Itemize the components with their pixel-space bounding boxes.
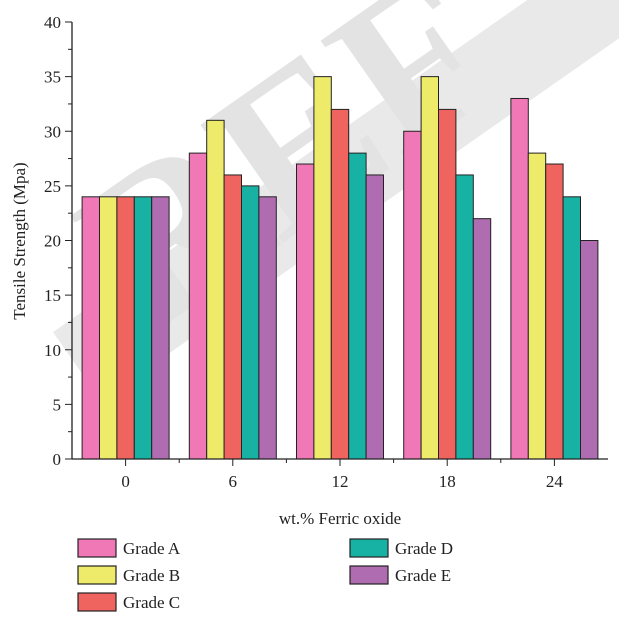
y-tick-label: 25 (44, 177, 61, 196)
x-tick-label: 12 (332, 472, 349, 491)
y-tick-label: 15 (44, 286, 61, 305)
ticks-layer: 0 5 10 15 20 25 30 35 40 0 6 12 18 24 (44, 13, 563, 491)
bar-grade-d-18 (455, 174, 474, 460)
bar-grade-d-6 (241, 185, 260, 460)
bar-grade-d-24 (562, 196, 581, 460)
bar-grade-c-12 (330, 108, 350, 460)
y-tick-label: 20 (44, 232, 61, 251)
legend: Grade A Grade B Grade C Grade D Grade E (77, 538, 453, 612)
bar-grade-e-18 (472, 218, 492, 460)
bar-grade-e-6 (258, 196, 277, 460)
legend-swatch-grade-a (77, 538, 117, 558)
bar-grade-b-6 (206, 119, 225, 460)
bar-grade-c-6 (223, 174, 243, 460)
legend-label: Grade C (123, 593, 180, 612)
x-tick-label: 18 (439, 472, 456, 491)
legend-swatch-grade-e (349, 565, 389, 585)
bar-grade-a-24 (510, 97, 529, 460)
bar-grade-c-18 (438, 108, 457, 460)
x-tick-label: 24 (546, 472, 564, 491)
y-axis-label: Tensile Strength (Mpa) (10, 162, 29, 319)
bar-grade-a-12 (296, 163, 315, 460)
bar-grade-b-0 (99, 196, 118, 460)
bar-grade-a-6 (188, 152, 208, 460)
legend-label: Grade D (395, 539, 453, 558)
bar-grade-d-0 (133, 196, 153, 460)
y-tick-label: 30 (44, 122, 61, 141)
x-tick-label: 6 (229, 472, 238, 491)
y-tick-label: 10 (44, 341, 61, 360)
y-tick-label: 5 (53, 395, 62, 414)
bar-grade-b-24 (527, 152, 547, 460)
legend-swatch-grade-b (77, 565, 117, 585)
legend-label: Grade E (395, 566, 451, 585)
y-tick-label: 0 (53, 450, 62, 469)
bar-grade-a-18 (403, 130, 422, 460)
bars-layer (81, 76, 599, 460)
y-tick-label: 35 (44, 68, 61, 87)
bar-grade-a-0 (81, 196, 100, 460)
legend-swatch-grade-d (349, 538, 389, 558)
bar-grade-e-0 (151, 196, 170, 460)
legend-label: Grade B (123, 566, 180, 585)
x-axis-label: wt.% Ferric oxide (279, 509, 401, 528)
bar-grade-b-18 (420, 76, 440, 460)
bar-grade-e-24 (580, 240, 599, 460)
bar-grade-d-12 (348, 152, 367, 460)
y-tick-label: 40 (44, 13, 61, 32)
bar-grade-e-12 (365, 174, 385, 460)
bar-grade-c-24 (545, 163, 564, 460)
legend-label: Grade A (123, 539, 181, 558)
legend-swatch-grade-c (77, 592, 117, 612)
x-tick-label: 0 (121, 472, 130, 491)
bar-grade-b-12 (313, 76, 332, 460)
bar-grade-c-0 (116, 196, 135, 460)
